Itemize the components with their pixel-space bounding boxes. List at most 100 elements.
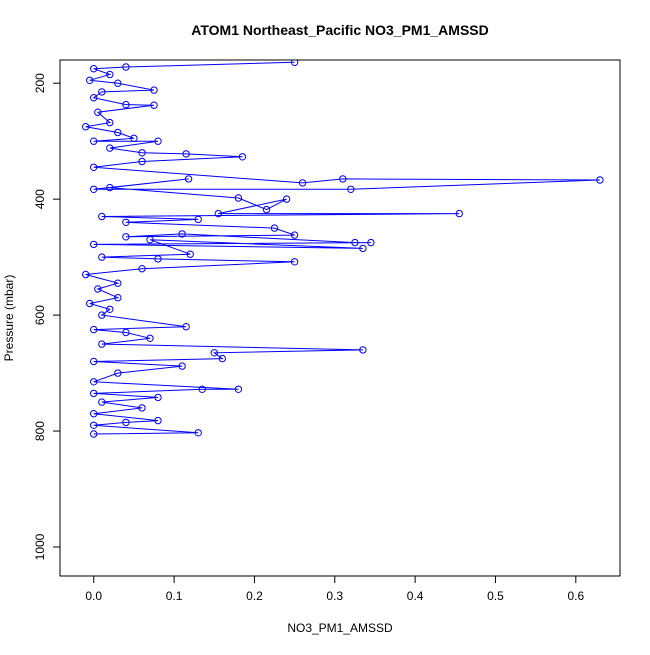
data-point bbox=[234, 385, 243, 393]
data-point bbox=[150, 86, 158, 94]
data-point bbox=[90, 163, 98, 172]
data-point bbox=[194, 429, 202, 437]
x-tick-label: 0.6 bbox=[567, 589, 584, 603]
data-point bbox=[347, 185, 355, 194]
x-tick-label: 0.3 bbox=[326, 589, 343, 603]
data-point bbox=[154, 137, 162, 145]
data-point bbox=[86, 76, 94, 85]
data-point bbox=[184, 175, 193, 183]
data-point bbox=[359, 346, 367, 354]
data-point bbox=[154, 255, 162, 263]
data-point bbox=[138, 265, 146, 273]
data-point bbox=[194, 215, 202, 224]
y-tick-label: 1000 bbox=[33, 533, 47, 560]
x-axis-label: NO3_PM1_AMSSD bbox=[287, 621, 393, 635]
data-point bbox=[106, 70, 114, 79]
data-point bbox=[270, 224, 279, 232]
data-point bbox=[122, 418, 130, 427]
data-point bbox=[182, 323, 190, 331]
data-point bbox=[90, 378, 98, 386]
data-point bbox=[122, 218, 130, 227]
data-point bbox=[114, 79, 122, 87]
data-point bbox=[351, 238, 359, 247]
data-point bbox=[106, 144, 114, 152]
data-point bbox=[94, 285, 102, 293]
data-point bbox=[90, 65, 98, 73]
data-point bbox=[98, 398, 106, 406]
data-point bbox=[138, 149, 146, 157]
data-point bbox=[90, 240, 98, 249]
data-point bbox=[455, 209, 463, 218]
data-point bbox=[154, 393, 162, 402]
data-point bbox=[238, 153, 247, 161]
data-point bbox=[154, 416, 162, 425]
data-point bbox=[122, 63, 130, 71]
data-point bbox=[150, 101, 158, 109]
data-point bbox=[90, 389, 98, 398]
data-point bbox=[186, 250, 194, 258]
data-point bbox=[282, 195, 291, 203]
data-point bbox=[90, 430, 98, 438]
series-layer bbox=[82, 60, 604, 438]
data-point bbox=[114, 128, 122, 137]
data-point bbox=[86, 299, 94, 308]
x-tick-label: 0.2 bbox=[246, 589, 263, 603]
data-point bbox=[82, 270, 90, 279]
data-point bbox=[198, 385, 206, 393]
data-point bbox=[138, 404, 146, 412]
data-point bbox=[106, 118, 114, 127]
data-point bbox=[90, 137, 98, 145]
data-point bbox=[98, 88, 106, 96]
y-axis: 200 400 600 800 1000 bbox=[33, 73, 60, 560]
data-point bbox=[122, 100, 130, 109]
y-tick-label: 600 bbox=[33, 305, 47, 325]
x-tick-label: 0.5 bbox=[487, 589, 504, 603]
data-point bbox=[82, 123, 90, 131]
data-point bbox=[90, 94, 98, 102]
data-point bbox=[98, 340, 106, 348]
data-point bbox=[114, 279, 122, 287]
data-point bbox=[90, 325, 98, 334]
series-line bbox=[85, 61, 600, 435]
data-point bbox=[114, 369, 122, 377]
chart-title: ATOM1 Northeast_Pacific NO3_PM1_AMSSD bbox=[191, 22, 488, 38]
data-point bbox=[114, 294, 122, 302]
data-point bbox=[122, 328, 130, 337]
x-axis: 0.0 0.1 0.2 0.3 0.4 0.5 0.6 bbox=[85, 576, 584, 603]
data-point bbox=[98, 253, 106, 261]
data-point bbox=[106, 305, 114, 313]
data-point bbox=[98, 212, 106, 221]
data-point bbox=[214, 209, 223, 218]
data-point bbox=[122, 233, 130, 241]
data-point bbox=[210, 349, 219, 357]
series bbox=[82, 60, 604, 438]
data-point bbox=[146, 236, 154, 244]
data-point bbox=[146, 334, 154, 342]
data-point bbox=[290, 60, 299, 66]
x-tick-label: 0.1 bbox=[166, 589, 183, 603]
x-tick-label: 0.4 bbox=[407, 589, 424, 603]
y-tick-label: 200 bbox=[33, 73, 47, 93]
data-point bbox=[339, 175, 347, 183]
y-tick-label: 800 bbox=[33, 421, 47, 441]
data-point bbox=[90, 185, 98, 194]
data-point bbox=[298, 179, 307, 187]
x-tick-label: 0.0 bbox=[85, 589, 102, 603]
data-point bbox=[106, 183, 114, 192]
data-point bbox=[90, 410, 98, 418]
y-tick-label: 400 bbox=[33, 189, 47, 209]
data-point bbox=[234, 194, 243, 202]
plot-area bbox=[59, 59, 621, 577]
data-point bbox=[90, 421, 98, 429]
data-point bbox=[138, 157, 146, 166]
data-point bbox=[94, 108, 102, 116]
data-point bbox=[182, 150, 190, 158]
data-point bbox=[98, 311, 106, 319]
data-point bbox=[359, 244, 367, 253]
data-point bbox=[178, 362, 186, 370]
data-point bbox=[130, 134, 138, 143]
y-axis-label: Pressure (mbar) bbox=[2, 275, 16, 362]
data-point bbox=[90, 357, 98, 366]
